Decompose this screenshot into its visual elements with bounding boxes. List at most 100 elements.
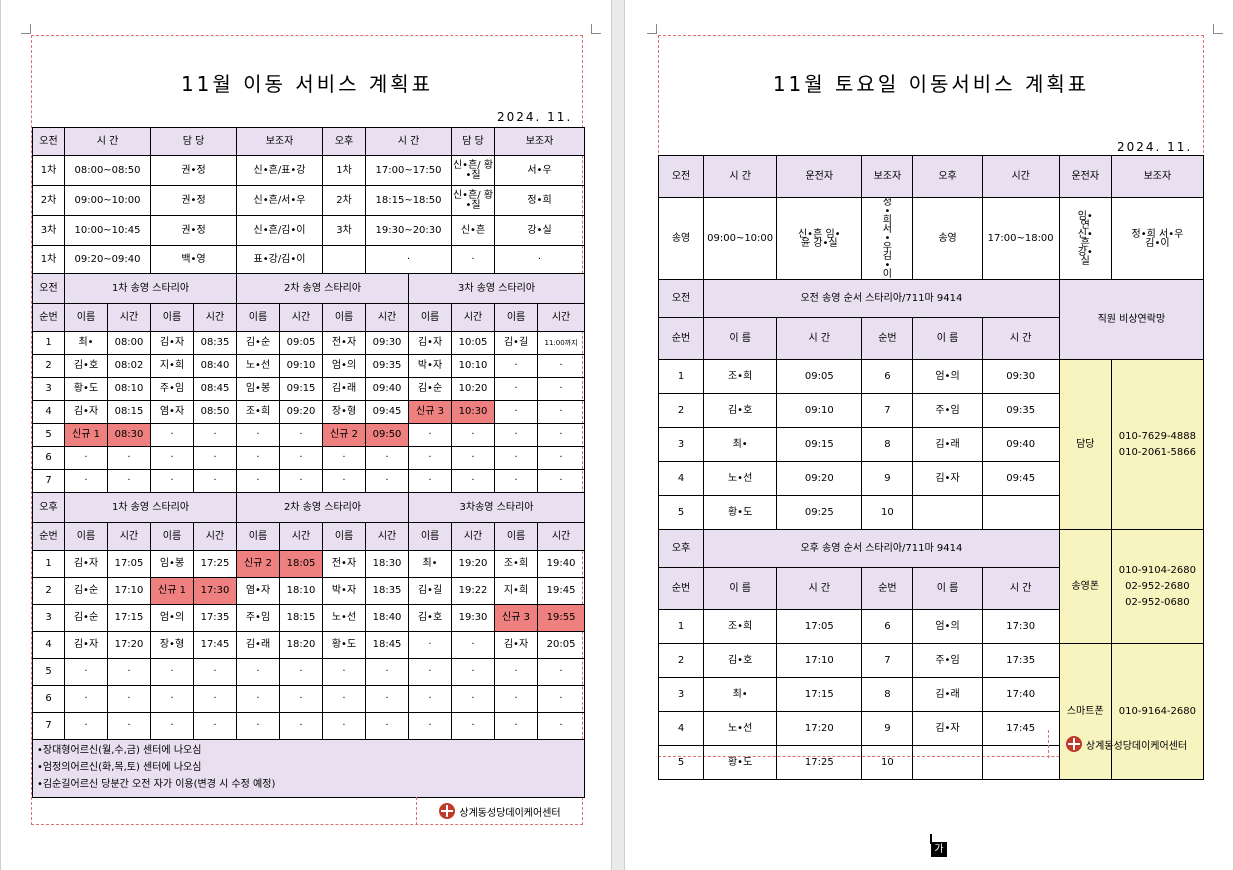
table-cell: 17:25 [193, 550, 237, 578]
table-cell: 5 [657, 495, 705, 530]
table-cell: 7 [861, 393, 914, 428]
table-cell: 김•자 [64, 400, 108, 424]
contact-title: 직원 비상연락망 [1058, 279, 1205, 360]
table-cell: · [107, 469, 151, 493]
table-cell: 최• [64, 331, 108, 355]
contact-numbers: 010-9164-2680 [1110, 643, 1205, 780]
page-title: 11월 토요일 이동서비스 계획표 [772, 72, 1090, 96]
table-cell: 주•임 [236, 604, 280, 632]
column-header: 오후 [322, 127, 367, 156]
column-header: 이름 [322, 522, 367, 551]
table-row: 1차 09:20~09:40 백•영 표•강/김•이 · · · [32, 245, 586, 274]
table-cell: 황•도 [322, 631, 367, 659]
table-row: 1 최• 08:00 김•자 08:35 김•순 09:05 전•자 09:30 김•자 10:05… [32, 331, 586, 355]
table-cell: · [537, 446, 586, 470]
table-cell: 17:10 [107, 577, 151, 605]
table-cell: 주•임 [150, 377, 194, 401]
table-cell: 전•자 [322, 331, 367, 355]
table-cell: 강•실 [494, 215, 586, 246]
table-cell: 11:00까지 [537, 331, 586, 355]
table-cell: · [537, 712, 586, 740]
table-cell: 18:10 [278, 577, 324, 605]
table-cell: 황•도 [703, 495, 778, 530]
table-cell: 6 [32, 685, 65, 713]
table-cell: 10:30 [451, 400, 496, 424]
column-header: 시 간 [776, 317, 863, 360]
column-header: 시간 [981, 155, 1060, 198]
column-header: 순번 [32, 303, 65, 332]
table-cell: 엄•의 [912, 359, 983, 394]
sub-header-row: 순번 이름 시간 이름 시간 이름 시간 이름 시간 이름 시간 이름 시간 [32, 522, 586, 551]
table-cell: 5 [32, 658, 65, 686]
column-header: 이름 [64, 522, 108, 551]
notes-cell: •장대형어르신(월,수,금) 센터에 나오심 •엄정의어르신(화,목,토) 센터… [31, 739, 586, 798]
table-cell: 김•순 [64, 604, 108, 632]
table-cell: 3 [657, 677, 705, 712]
column-header: 보조자 [494, 127, 586, 156]
table-cell: 노•선 [703, 711, 778, 746]
table-cell: · [236, 469, 280, 493]
table-cell: 김•자 [64, 631, 108, 659]
table-cell: 김•호 [408, 604, 453, 632]
section-header-row: 오후 오후 송영 순서 스타리아/711마 9414 송영폰 010-9104-268… [657, 529, 1205, 644]
table-cell: 7 [32, 712, 65, 740]
table-cell: 4 [657, 461, 705, 496]
table-cell: 09:00~10:00 [703, 197, 778, 280]
table-cell: 임•연 신•흔 강•실 [1058, 197, 1112, 280]
table-cell: 박•자 [408, 354, 453, 378]
table-cell: 5 [32, 423, 65, 447]
route-header: 오전 송영 순서 스타리아/711마 9414 [703, 279, 1060, 318]
table-cell: 8 [861, 677, 914, 712]
section-header-row: 오전 1차 송영 스타리아 2차 송영 스타리아 3차 송영 스타리아 [32, 273, 586, 304]
table-cell: · [193, 712, 237, 740]
table-cell: · [150, 712, 194, 740]
table-cell: 염•자 [150, 400, 194, 424]
table-cell: · [494, 469, 539, 493]
table-cell: 김•자 [64, 550, 108, 578]
table-row: 1차 08:00~08:50 권•정 신•흔/표•강 1차 17:00~17:50 신•흔/… [32, 155, 586, 186]
table-cell: 최• [703, 427, 778, 462]
table-cell: · [494, 377, 539, 401]
table-cell: 17:15 [107, 604, 151, 632]
table-cell: 09:30 [981, 359, 1060, 394]
table-cell: · [64, 685, 108, 713]
table-cell: 10:00~10:45 [64, 215, 151, 246]
note-line: •장대형어르신(월,수,금) 센터에 나오심 [37, 745, 202, 756]
table-cell: 19:30~20:30 [365, 215, 453, 246]
table-cell: 3 [657, 427, 705, 462]
table-cell: 1 [32, 550, 65, 578]
column-header: 이름 [236, 522, 280, 551]
table-cell: 18:40 [365, 604, 410, 632]
table-cell: 17:00~18:00 [981, 197, 1060, 280]
contact-label: 송영폰 [1058, 529, 1112, 644]
column-header: 순번 [657, 317, 705, 360]
column-header: 시간 [451, 522, 496, 551]
table-cell: 18:15~18:50 [365, 185, 453, 216]
table-cell: 1차 [32, 245, 65, 274]
table-cell: 노•선 [322, 604, 367, 632]
ime-indicator[interactable]: 가 [931, 842, 947, 857]
contact-label: 스마트폰 [1058, 643, 1112, 780]
table-cell: · [365, 469, 410, 493]
table-cell: · [494, 354, 539, 378]
table-cell: 17:35 [193, 604, 237, 632]
table-cell: · [278, 658, 324, 686]
table-cell: 김•래 [322, 377, 367, 401]
table-row: 2차 09:00~10:00 권•정 신•흔/서•우 2차 18:15~18:50 신•흔/… [32, 185, 586, 216]
table-cell: 3차 [32, 215, 65, 246]
table-cell: 신•흔/서•우 [235, 185, 324, 216]
table-cell: 권•정 [150, 185, 237, 216]
table-cell [981, 495, 1060, 530]
table-row: 3 최• 09:15 8 김•래 09:40 [657, 427, 1204, 462]
table-cell: 임•봉 [150, 550, 194, 578]
table-cell: 4 [32, 400, 65, 424]
column-header: 이름 [494, 522, 539, 551]
header-row: 오전 시 간 운전자 보조자 오후 시간 운전자 보조자 [657, 155, 1205, 198]
table-cell: 18:35 [365, 577, 410, 605]
table-cell: · [537, 469, 586, 493]
column-header: 담 당 [150, 127, 237, 156]
table-cell: 권•정 [150, 155, 237, 186]
table-cell: · [64, 469, 108, 493]
table-row: 1 김•자 17:05 임•봉 17:25 신규 2 18:05 전•자 18:30 최• 19:2… [32, 550, 586, 578]
